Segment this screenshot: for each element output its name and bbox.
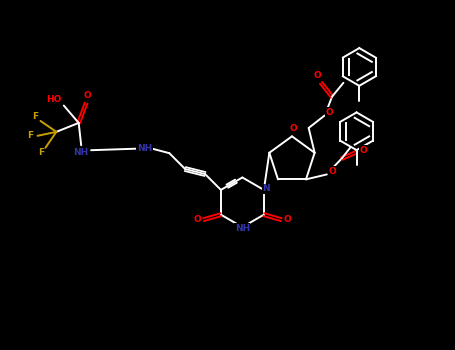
Text: O: O xyxy=(289,124,297,133)
Text: HO: HO xyxy=(46,95,61,104)
Text: N: N xyxy=(263,184,270,194)
Text: O: O xyxy=(283,215,291,224)
Text: O: O xyxy=(194,215,202,224)
Text: F: F xyxy=(32,112,39,121)
Text: O: O xyxy=(326,107,334,117)
Text: O: O xyxy=(359,146,367,155)
Text: F: F xyxy=(27,131,34,140)
Text: NH: NH xyxy=(235,224,250,233)
Text: O: O xyxy=(83,91,91,100)
Text: F: F xyxy=(38,148,45,157)
Text: O: O xyxy=(313,71,321,80)
Text: O: O xyxy=(329,167,337,176)
Text: NH: NH xyxy=(137,144,152,153)
Text: NH: NH xyxy=(74,148,89,157)
